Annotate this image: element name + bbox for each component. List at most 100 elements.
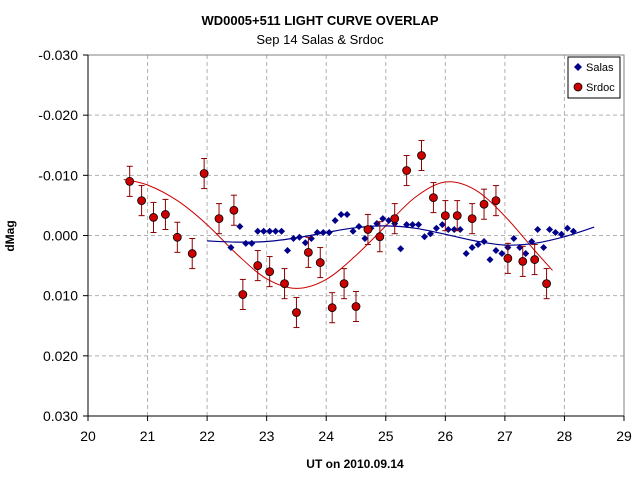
- salas-point: [379, 215, 387, 223]
- x-tick-label: 27: [497, 428, 513, 444]
- salas-point: [426, 230, 434, 238]
- salas-point: [313, 228, 321, 236]
- srdoc-point: [303, 247, 313, 257]
- srdoc-point: [253, 261, 263, 270]
- x-tick-label: 29: [616, 428, 632, 444]
- srdoc-point: [417, 151, 426, 160]
- salas-point: [563, 224, 571, 232]
- srdoc-point: [199, 169, 209, 178]
- salas-point: [569, 227, 577, 235]
- y-tick-label: 0.030: [43, 408, 78, 424]
- salas-point: [349, 227, 357, 235]
- chart-subtitle: Sep 14 Salas & Srdoc: [256, 32, 384, 47]
- salas-point: [295, 233, 303, 241]
- legend-srdoc-marker: [573, 82, 583, 92]
- salas-point: [397, 245, 405, 253]
- srdoc-point: [363, 225, 373, 234]
- salas-point: [343, 210, 351, 218]
- salas-point: [403, 221, 411, 229]
- salas-point: [254, 227, 262, 235]
- x-tick-label: 20: [80, 428, 96, 444]
- salas-point: [456, 225, 464, 233]
- salas-point: [444, 225, 452, 233]
- salas-point: [462, 250, 470, 258]
- salas-point: [415, 221, 423, 229]
- salas-point: [331, 216, 339, 224]
- legend-srdoc-label: Srdoc: [586, 82, 615, 94]
- salas-point: [355, 222, 363, 230]
- plot-area: 20 21 22 23 24 25 26 27 28 29 -0.030 -0.020 -0.010 0.…: [38, 47, 632, 444]
- y-tick-label: -0.030: [38, 47, 78, 63]
- y-tick-label: 0.000: [43, 228, 78, 244]
- salas-point: [510, 235, 518, 243]
- salas-point: [307, 235, 315, 243]
- srdoc-point: [149, 213, 158, 222]
- salas-point: [516, 244, 524, 252]
- salas-point: [474, 241, 482, 249]
- y-axis-label: dMag: [3, 220, 17, 251]
- srdoc-point: [530, 255, 540, 264]
- salas-point: [557, 230, 565, 238]
- salas-point: [534, 225, 542, 233]
- srdoc-point: [161, 210, 170, 219]
- salas-point: [236, 222, 244, 230]
- salas-point: [540, 244, 548, 252]
- salas-point: [528, 238, 536, 246]
- srdoc-point: [125, 176, 135, 186]
- salas-point: [438, 221, 446, 229]
- legend: Salas Srdoc: [567, 56, 621, 99]
- srdoc-point: [467, 214, 477, 224]
- srdoc-point: [452, 211, 462, 221]
- srdoc-point: [238, 290, 248, 299]
- legend-salas-label: Salas: [586, 62, 614, 74]
- srdoc-point: [292, 308, 301, 317]
- srdoc-point: [172, 232, 182, 242]
- srdoc-point: [491, 196, 501, 206]
- salas-point: [272, 227, 280, 235]
- chart-title: WD0005+511 LIGHT CURVE OVERLAP: [201, 13, 438, 28]
- srdoc-point: [518, 256, 528, 266]
- srdoc-point: [440, 211, 450, 221]
- srdoc-point: [479, 199, 489, 209]
- salas-point: [552, 228, 560, 236]
- salas-point: [242, 239, 250, 247]
- srdoc-point: [137, 196, 147, 206]
- x-tick-label: 21: [140, 428, 156, 444]
- x-tick-label: 26: [438, 428, 454, 444]
- salas-point: [420, 233, 428, 241]
- salas-point: [260, 227, 268, 235]
- srdoc-point: [351, 302, 361, 311]
- srdoc-point: [339, 279, 349, 289]
- srdoc-point: [542, 279, 551, 289]
- srdoc-point: [229, 205, 239, 215]
- salas-point: [468, 244, 476, 252]
- salas-point: [546, 225, 554, 233]
- salas-point: [325, 228, 333, 236]
- salas-point: [480, 238, 488, 246]
- y-tick-label: 0.010: [43, 288, 78, 304]
- salas-point: [301, 239, 309, 247]
- salas-point: [361, 235, 369, 243]
- salas-point: [432, 224, 440, 232]
- x-tick-label: 23: [259, 428, 275, 444]
- y-tick-label: -0.020: [38, 107, 78, 123]
- srdoc-point: [315, 258, 325, 267]
- y-tick-label: -0.010: [38, 167, 78, 183]
- salas-point: [284, 247, 292, 255]
- salas-point: [450, 225, 458, 233]
- salas-point: [319, 228, 327, 236]
- srdoc-point: [214, 214, 224, 224]
- srdoc-point: [280, 279, 289, 289]
- salas-point: [266, 227, 274, 235]
- x-tick-label: 28: [557, 428, 573, 444]
- srdoc-point: [390, 214, 400, 224]
- srdoc-point: [429, 193, 438, 202]
- salas-point: [248, 239, 256, 247]
- salas-point: [227, 244, 235, 252]
- x-tick-label: 25: [378, 428, 394, 444]
- srdoc-point: [503, 253, 513, 263]
- srdoc-point: [402, 166, 412, 175]
- salas-point: [486, 256, 494, 264]
